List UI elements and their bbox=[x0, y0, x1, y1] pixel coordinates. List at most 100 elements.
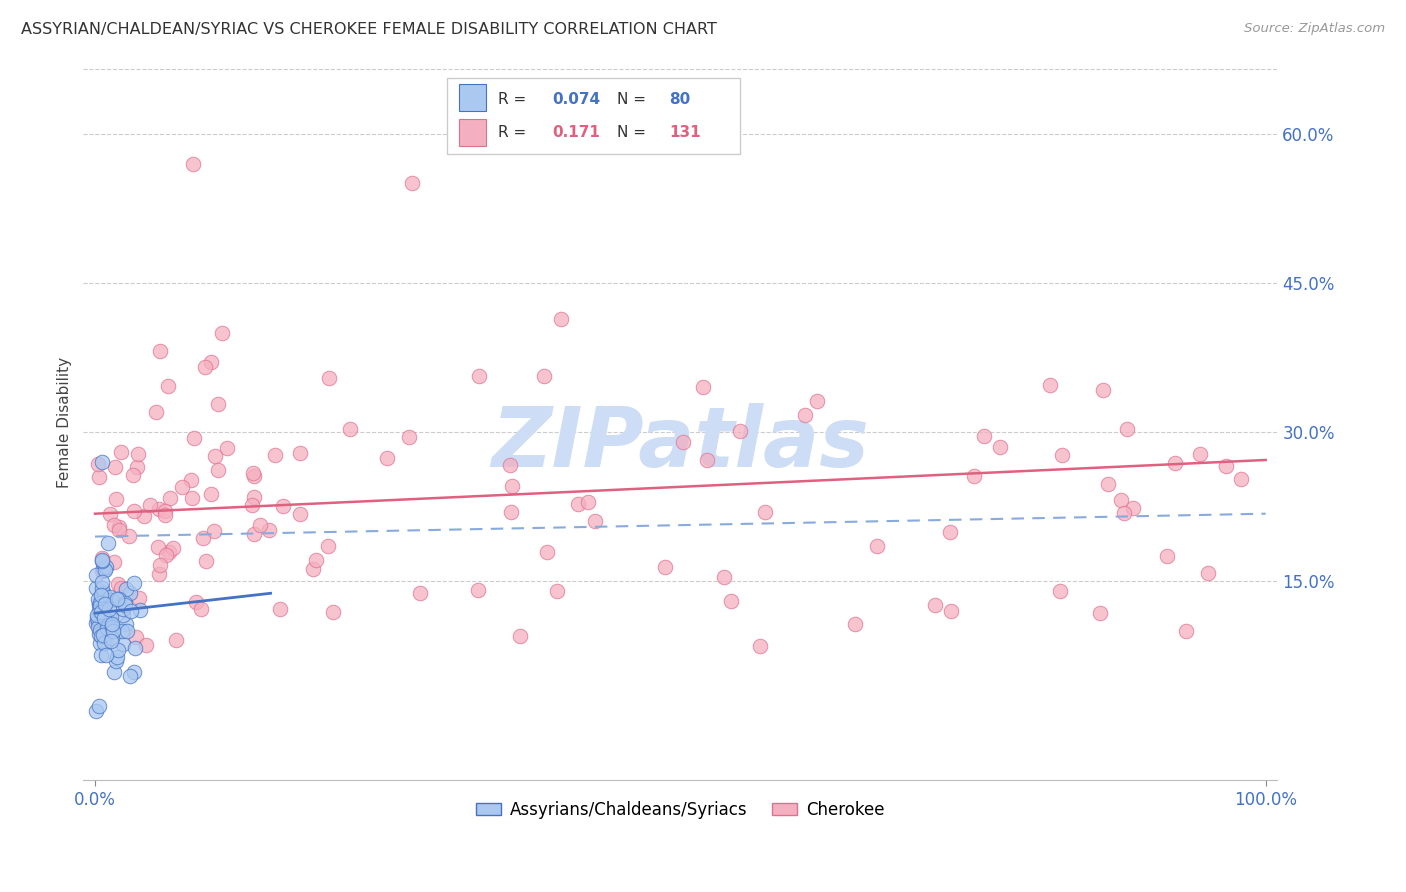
Point bbox=[713, 570, 735, 584]
Point bbox=[94, 563, 117, 577]
Y-axis label: Female Disability: Female Disability bbox=[58, 357, 72, 488]
Point bbox=[87, 599, 110, 613]
Point bbox=[844, 617, 866, 632]
Point bbox=[89, 624, 111, 638]
Point bbox=[89, 470, 111, 484]
Point bbox=[90, 565, 112, 579]
Point bbox=[398, 430, 420, 444]
Point bbox=[97, 615, 120, 629]
Point bbox=[87, 596, 110, 610]
Point bbox=[696, 453, 718, 467]
Point bbox=[84, 704, 107, 718]
Point bbox=[271, 499, 294, 513]
Point bbox=[207, 463, 229, 477]
Point bbox=[91, 575, 114, 590]
Point bbox=[1156, 549, 1178, 563]
Point bbox=[194, 554, 217, 568]
Point bbox=[1230, 472, 1253, 486]
Point bbox=[114, 599, 136, 613]
Point bbox=[1122, 501, 1144, 516]
Legend: Assyrians/Chaldeans/Syriacs, Cherokee: Assyrians/Chaldeans/Syriacs, Cherokee bbox=[470, 795, 891, 826]
Point bbox=[84, 615, 107, 630]
Point bbox=[924, 598, 946, 612]
Point bbox=[290, 508, 312, 522]
Text: R =: R = bbox=[498, 92, 531, 106]
Point bbox=[749, 640, 772, 654]
Point bbox=[692, 379, 714, 393]
Point bbox=[181, 491, 204, 505]
Point bbox=[91, 554, 114, 568]
Point bbox=[204, 449, 226, 463]
Point bbox=[1215, 458, 1237, 473]
Point bbox=[86, 611, 108, 625]
Point bbox=[1197, 566, 1219, 580]
Text: 131: 131 bbox=[669, 126, 702, 140]
Point bbox=[105, 654, 128, 668]
Point bbox=[180, 473, 202, 487]
Point bbox=[316, 540, 339, 554]
Point bbox=[153, 504, 176, 518]
Point bbox=[145, 405, 167, 419]
Point bbox=[90, 648, 112, 662]
Point bbox=[107, 650, 129, 665]
Point bbox=[111, 624, 134, 638]
Point bbox=[550, 312, 572, 326]
Point bbox=[409, 586, 432, 600]
Text: R =: R = bbox=[498, 126, 531, 140]
Point bbox=[86, 620, 108, 634]
Point bbox=[93, 563, 115, 577]
Point bbox=[1050, 448, 1073, 462]
Point bbox=[100, 631, 122, 645]
Point bbox=[94, 597, 117, 611]
Point bbox=[93, 611, 115, 625]
Point bbox=[122, 665, 145, 679]
Point bbox=[90, 553, 112, 567]
Point bbox=[499, 505, 522, 519]
Point bbox=[122, 467, 145, 482]
Point bbox=[132, 508, 155, 523]
Point bbox=[207, 397, 229, 411]
Point bbox=[990, 440, 1012, 454]
Point bbox=[377, 450, 399, 465]
Point bbox=[148, 540, 170, 554]
Point bbox=[122, 504, 145, 518]
Point bbox=[135, 638, 157, 652]
Point bbox=[103, 555, 125, 569]
Point bbox=[93, 587, 115, 601]
Point bbox=[91, 624, 114, 638]
Point bbox=[100, 622, 122, 636]
Point bbox=[114, 582, 136, 597]
Point bbox=[1039, 378, 1062, 392]
Point bbox=[973, 429, 995, 443]
Point bbox=[1175, 624, 1198, 638]
Point bbox=[1114, 506, 1136, 520]
Point bbox=[89, 627, 111, 641]
Point bbox=[84, 567, 107, 582]
Point bbox=[148, 501, 170, 516]
Point bbox=[1088, 606, 1111, 620]
Point bbox=[181, 156, 204, 170]
Point bbox=[1116, 421, 1139, 435]
Point bbox=[112, 607, 135, 622]
Point bbox=[100, 634, 122, 648]
Point bbox=[86, 608, 108, 623]
Point bbox=[242, 490, 264, 504]
Point bbox=[467, 369, 489, 384]
Point bbox=[91, 455, 114, 469]
Point bbox=[302, 562, 325, 576]
Point bbox=[91, 585, 114, 599]
Point bbox=[94, 634, 117, 648]
Point bbox=[94, 648, 117, 662]
Point bbox=[939, 525, 962, 540]
Point bbox=[318, 371, 340, 385]
Point bbox=[107, 577, 129, 591]
Point bbox=[263, 448, 285, 462]
Point bbox=[305, 552, 328, 566]
Point bbox=[156, 378, 179, 392]
Point bbox=[963, 469, 986, 483]
Point bbox=[191, 531, 214, 545]
Point bbox=[215, 441, 238, 455]
Point bbox=[172, 479, 194, 493]
Point bbox=[108, 524, 131, 538]
Point bbox=[149, 558, 172, 572]
